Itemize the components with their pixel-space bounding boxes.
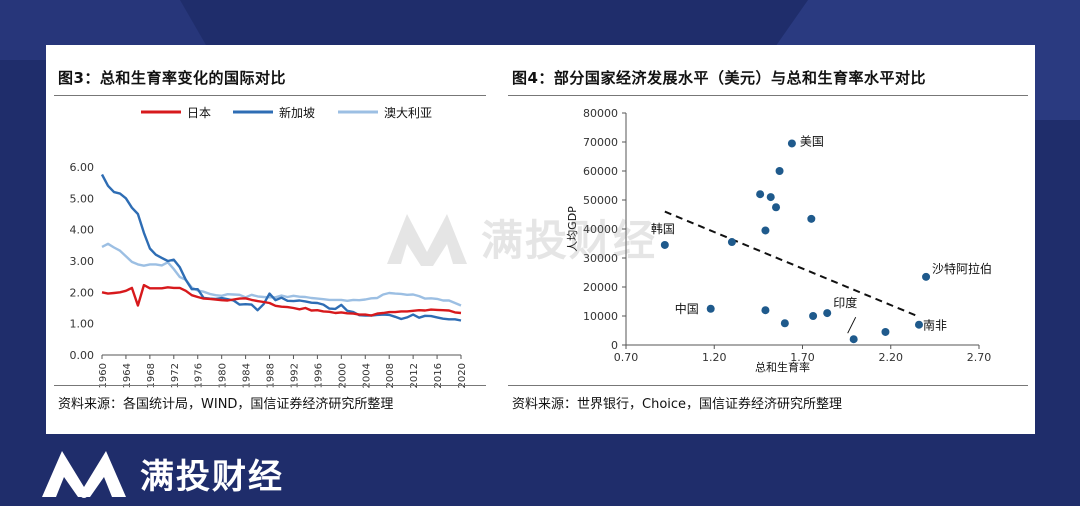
x-tick-label: 1.70 (790, 351, 815, 364)
trend-line (664, 210, 918, 317)
data-point (772, 203, 781, 212)
data-point (727, 238, 736, 247)
watermark-text: 满投财经 (481, 216, 658, 265)
y-tick-label: 6.00 (70, 161, 95, 174)
y-tick-label: 3.00 (70, 255, 95, 268)
y-tick-label: 30000 (583, 252, 618, 265)
point-label: 中国 (675, 301, 699, 316)
y-tick-label: 50000 (583, 194, 618, 207)
data-point (706, 304, 715, 313)
data-point (787, 139, 796, 148)
source-divider (508, 385, 1028, 386)
x-tick-label: 1964 (122, 363, 133, 388)
y-tick-label: 0.00 (70, 349, 95, 362)
legend-label: 新加坡 (279, 105, 315, 120)
point-label: 南非 (923, 318, 947, 333)
watermark: 满投财经 (383, 207, 657, 268)
label-leader-line (847, 316, 857, 334)
watermark-logo-icon (387, 213, 467, 266)
gdp-fertility-scatter-chart: 0 10000 20000 30000 40000 50000 60000 70000 8000… (566, 107, 992, 374)
right-chart-title: 图4：部分国家经济发展水平（美元）与总和生育率水平对比 (512, 69, 926, 87)
y-tick-label: 10000 (583, 310, 618, 323)
x-tick-label: 1960 (98, 363, 109, 388)
data-point (660, 240, 669, 249)
legend-label: 日本 (187, 106, 211, 120)
x-tick-label: 1976 (194, 363, 205, 388)
data-point (807, 214, 816, 223)
brand-footer: 满投财经 (40, 447, 284, 499)
data-point (914, 320, 923, 329)
series-line-新加坡 (100, 173, 462, 322)
x-tick-label: 1980 (218, 363, 229, 388)
data-point (809, 312, 818, 320)
fertility-line-chart: 日本 新加坡 澳大利亚 0.00 1.00 2.00 3.00 4.00 5.00 6.00 196… (70, 105, 469, 388)
left-chart-source: 资料来源：各国统计局，WIND，国信证券经济研究所整理 (58, 397, 394, 412)
y-tick-label: 70000 (583, 136, 618, 149)
y-tick-label: 20000 (583, 281, 618, 294)
y-tick-label: 1.00 (70, 318, 95, 331)
x-tick-label: 2.70 (967, 351, 992, 364)
x-tick-label: 2004 (361, 363, 372, 388)
data-point (761, 306, 770, 315)
left-chart-title: 图3：总和生育率变化的国际对比 (58, 69, 286, 87)
x-tick-label: 1996 (313, 363, 324, 388)
point-label: 印度 (833, 295, 857, 310)
source-divider (54, 385, 486, 386)
x-tick-label: 2012 (409, 363, 420, 388)
series-line-日本 (101, 283, 462, 317)
point-label: 沙特阿拉伯 (932, 261, 992, 276)
x-tick-label: 1968 (146, 363, 157, 388)
y-tick-label: 4.00 (70, 224, 95, 237)
brand-name: 满投财经 (140, 456, 284, 497)
x-tick-label: 2020 (457, 363, 468, 388)
x-tick-label: 2016 (433, 363, 444, 388)
data-point (756, 190, 765, 199)
y-tick-label: 0 (611, 339, 618, 352)
legend-label: 澳大利亚 (384, 106, 432, 120)
title-divider (508, 95, 1028, 96)
data-point (823, 309, 832, 318)
data-point (922, 272, 931, 281)
content-card: 图3：总和生育率变化的国际对比 日本 新加坡 澳大利亚 0.00 1.00 2.00 3.0… (46, 45, 1035, 434)
data-point (761, 226, 770, 235)
y-tick-label: 80000 (583, 107, 618, 120)
series-line-澳大利亚 (101, 242, 462, 307)
x-tick-label: 2000 (337, 363, 348, 388)
data-point (766, 193, 775, 202)
x-tick-label: 1.20 (702, 351, 727, 364)
brand-m-logo-icon (42, 451, 126, 498)
right-chart-source: 资料来源：世界银行，Choice，国信证券经济研究所整理 (512, 397, 843, 412)
y-axis-title: 人均GDP (566, 206, 579, 252)
x-tick-label: 1992 (289, 363, 300, 388)
x-tick-label: 2008 (385, 363, 396, 388)
y-tick-label: 2.00 (70, 286, 95, 299)
y-tick-label: 60000 (583, 165, 618, 178)
left-chart-panel: 图3：总和生育率变化的国际对比 日本 新加坡 澳大利亚 0.00 1.00 2.00 3.0… (46, 45, 486, 434)
title-divider (54, 95, 486, 96)
right-chart-panel: 图4：部分国家经济发展水平（美元）与总和生育率水平对比 0 10000 20000 3… (504, 45, 1034, 434)
point-label: 韩国 (651, 221, 675, 236)
x-tick-label: 2.20 (879, 351, 904, 364)
point-label: 美国 (800, 134, 824, 148)
x-tick-label: 1988 (266, 363, 277, 388)
data-point (849, 335, 858, 344)
x-tick-label: 0.70 (614, 351, 639, 364)
x-tick-label: 1972 (170, 363, 181, 388)
x-axis-title: 总和生育率 (755, 360, 810, 374)
y-tick-label: 40000 (583, 223, 618, 236)
x-tick-label: 1984 (242, 363, 253, 388)
data-point (775, 167, 784, 175)
data-point (780, 319, 789, 328)
data-point (881, 327, 890, 336)
y-tick-label: 5.00 (70, 192, 95, 205)
